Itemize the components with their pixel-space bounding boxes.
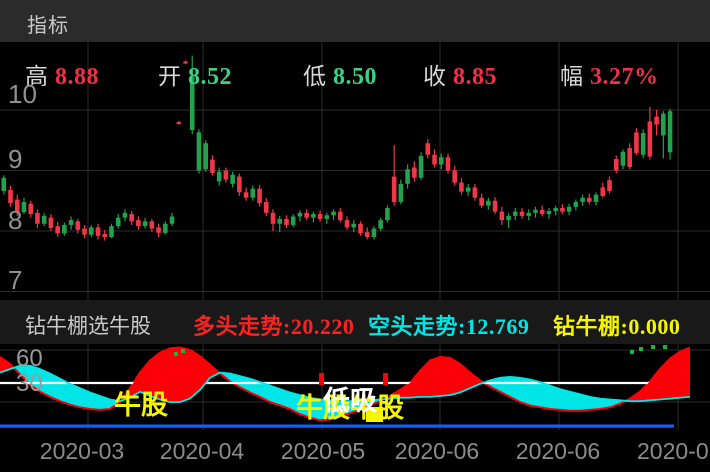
title-bar: 指标 <box>0 0 710 42</box>
date-label: 2020-04 <box>159 438 245 464</box>
date-label: 2020-06 <box>394 438 480 464</box>
date-label: 2020-03 <box>39 438 125 464</box>
indicator-chart[interactable] <box>0 344 710 430</box>
indicator-own-value: 钻牛棚:0.000 <box>553 314 681 339</box>
date-label: 2020-06 <box>515 438 601 464</box>
date-label: 2020-0 <box>637 438 709 464</box>
indicator-bull-value: 多头走势:20.220 <box>193 314 355 339</box>
indicator-name[interactable]: 钻牛棚选牛股 <box>25 315 151 338</box>
price-axis-tick-8: 8 <box>8 205 23 235</box>
price-axis-tick-9: 9 <box>8 144 23 174</box>
candlestick-chart[interactable] <box>0 42 710 300</box>
indicator-header: 钻牛棚选牛股 多头走势:20.220 空头走势:12.769 钻牛棚:0.000 <box>0 300 710 344</box>
price-axis-tick-7: 7 <box>8 265 23 295</box>
date-axis: 2020-03 2020-04 2020-05 2020-06 2020-06 … <box>0 430 710 472</box>
tab-indicator[interactable]: 指标 <box>27 15 69 37</box>
date-label: 2020-05 <box>280 438 366 464</box>
indicator-axis-tick-60: 60 <box>16 345 43 372</box>
price-axis-tick-10: 10 <box>8 79 37 109</box>
indicator-bear-value: 空头走势:12.769 <box>368 314 530 339</box>
indicator-axis-tick-30: 30 <box>16 370 43 397</box>
